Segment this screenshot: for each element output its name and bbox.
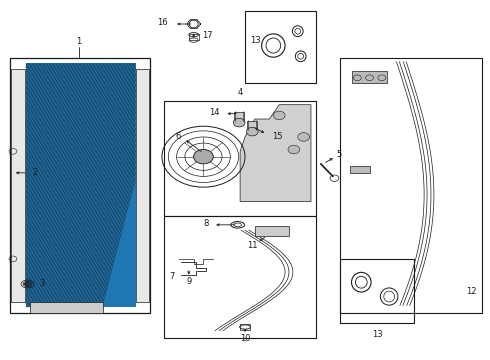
Text: 2: 2 xyxy=(32,168,38,177)
Text: 16: 16 xyxy=(157,18,168,27)
Bar xyxy=(255,226,289,235)
Bar xyxy=(11,69,24,302)
Bar xyxy=(340,58,482,313)
Text: 12: 12 xyxy=(466,287,477,296)
Polygon shape xyxy=(240,105,311,202)
Bar xyxy=(30,302,103,313)
Bar xyxy=(136,69,149,302)
Text: 4: 4 xyxy=(238,87,243,96)
Text: 5: 5 xyxy=(337,150,342,159)
Bar xyxy=(245,12,316,83)
Bar xyxy=(10,58,150,313)
Circle shape xyxy=(273,111,285,120)
Text: 14: 14 xyxy=(209,108,220,117)
Circle shape xyxy=(288,145,300,154)
Text: 17: 17 xyxy=(202,31,213,40)
Circle shape xyxy=(233,118,245,127)
Text: 1: 1 xyxy=(76,37,81,46)
Text: 9: 9 xyxy=(186,276,192,285)
Text: 13: 13 xyxy=(371,330,382,339)
Text: 3: 3 xyxy=(39,279,44,288)
Text: 10: 10 xyxy=(240,334,250,343)
Bar xyxy=(352,71,387,83)
Bar xyxy=(189,34,198,40)
Text: 6: 6 xyxy=(175,132,181,141)
Circle shape xyxy=(194,149,213,164)
Bar xyxy=(340,259,414,323)
Bar xyxy=(247,121,257,130)
Bar xyxy=(164,216,316,338)
Circle shape xyxy=(298,133,310,141)
Text: 13: 13 xyxy=(250,36,261,45)
Circle shape xyxy=(246,127,258,136)
Bar xyxy=(350,166,369,173)
Text: 11: 11 xyxy=(247,242,258,251)
Bar xyxy=(234,112,244,121)
Bar xyxy=(25,63,136,307)
Text: 15: 15 xyxy=(272,132,282,141)
Bar xyxy=(164,101,316,216)
Bar xyxy=(240,324,250,330)
Text: 8: 8 xyxy=(203,219,208,228)
Text: 7: 7 xyxy=(169,272,174,281)
